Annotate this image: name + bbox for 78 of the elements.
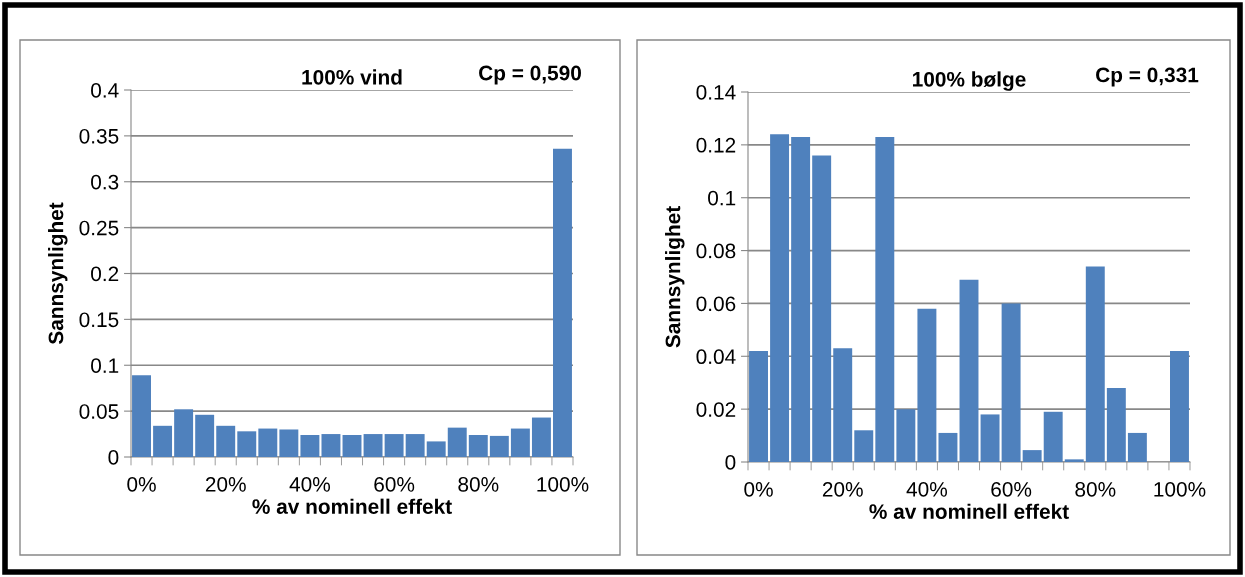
bar [875, 136, 895, 462]
bar [342, 434, 362, 457]
bar [938, 432, 958, 462]
bar [917, 308, 937, 462]
bar [1043, 411, 1063, 462]
bar [770, 134, 790, 462]
bar [510, 428, 530, 457]
y-tick-label: 0 [725, 455, 736, 470]
y-tick-label: 0.3 [91, 174, 119, 190]
y-tick-label: 0.14 [696, 85, 736, 100]
bar [1001, 303, 1021, 462]
y-tick-label: 0.08 [696, 243, 736, 259]
bar [1085, 266, 1105, 462]
y-axis-title: Sannsynlighet [48, 202, 68, 345]
bar [1064, 459, 1084, 462]
bar [959, 279, 979, 462]
bar [1127, 432, 1147, 462]
bar [195, 414, 215, 457]
x-tick-label: 80% [458, 476, 499, 492]
bar [132, 375, 151, 457]
bar [1106, 388, 1126, 462]
bar [468, 434, 488, 457]
y-tick-label: 0.02 [696, 402, 736, 417]
x-tick-label: 20% [822, 481, 863, 497]
y-tick-label: 0.1 [91, 358, 119, 373]
x-tick-label: 100% [537, 476, 589, 492]
bar [258, 428, 278, 457]
bar [749, 351, 768, 462]
x-axis-title: % av nominell effekt [869, 503, 1069, 519]
y-tick-label: 0.04 [696, 349, 736, 365]
x-tick-label: 60% [991, 481, 1032, 497]
x-tick-label: 0% [127, 476, 156, 492]
bar [980, 414, 1000, 462]
y-tick-label: 0 [108, 450, 119, 465]
bar [791, 136, 811, 462]
text: Cp = 0,331 [1096, 67, 1199, 87]
bar [1170, 351, 1189, 462]
bar [833, 348, 853, 462]
x-tick-label: 20% [205, 476, 246, 492]
bar [812, 155, 832, 462]
chart-title: 100% bølge [913, 71, 1026, 91]
bar [384, 434, 404, 457]
bar [531, 417, 551, 457]
x-tick-label: 100% [1154, 481, 1206, 497]
y-tick-label: 0.1 [708, 190, 736, 206]
y-tick-label: 0.05 [79, 404, 119, 419]
bar [447, 427, 467, 457]
x-tick-label: 60% [374, 476, 415, 492]
y-tick-label: 0.2 [91, 266, 119, 282]
x-axis-title: % av nominell effekt [252, 498, 452, 514]
bar [153, 425, 173, 457]
y-tick-label: 0.25 [79, 220, 119, 236]
bar [854, 430, 874, 462]
bar [300, 434, 320, 457]
y-tick-label: 0.4 [91, 83, 119, 98]
bar [426, 441, 446, 457]
bar [237, 431, 257, 457]
bar [174, 409, 194, 457]
bar [896, 409, 916, 462]
x-tick-label: 80% [1075, 481, 1116, 497]
bar [405, 434, 425, 457]
text: Cp = 0,590 [479, 65, 581, 85]
bar [216, 425, 236, 457]
chart-title: 100% vind [302, 69, 402, 85]
bar [553, 148, 572, 457]
bar [363, 434, 383, 457]
bar [489, 435, 509, 457]
x-tick-label: 40% [906, 481, 948, 497]
bar [1022, 450, 1042, 462]
y-axis-title: Sannsynlighet [665, 206, 685, 348]
y-tick-label: 0.06 [696, 296, 736, 312]
y-tick-label: 0.15 [79, 312, 119, 328]
x-tick-label: 0% [744, 481, 773, 497]
y-tick-label: 0.12 [696, 137, 736, 153]
bar [279, 429, 299, 457]
x-tick-label: 40% [289, 476, 331, 492]
y-tick-label: 0.35 [79, 128, 119, 144]
bar [321, 434, 341, 457]
